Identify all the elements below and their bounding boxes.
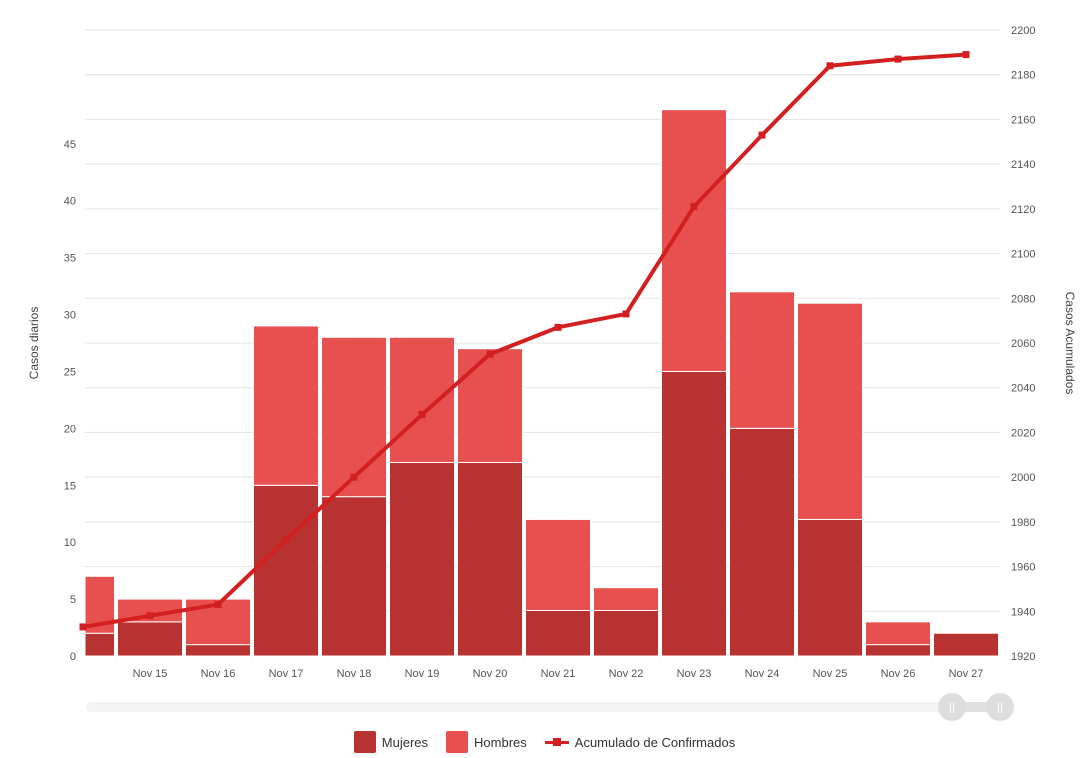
legend-label-acumulado: Acumulado de Confirmados	[574, 734, 736, 750]
cumulative-point	[826, 62, 834, 70]
x-tick-label: Nov 19	[405, 668, 440, 680]
cumulative-point	[282, 536, 290, 544]
left-tick-label: 30	[64, 310, 76, 322]
left-tick-label: 25	[64, 366, 76, 378]
left-tick-label: 40	[64, 196, 76, 208]
range-scroller-track[interactable]	[86, 702, 1000, 712]
right-tick-label: 1940	[1011, 606, 1035, 618]
legend-label-mujeres: Mujeres	[381, 734, 429, 750]
bar-mujeres	[865, 644, 931, 657]
bar-hombres	[729, 291, 795, 429]
legend-item-acumulado[interactable]: Acumulado de Confirmados	[544, 731, 736, 753]
cumulative-point	[214, 601, 222, 609]
x-tick-label: Nov 16	[201, 668, 236, 680]
x-tick-label: Nov 20	[473, 668, 508, 680]
left-tick-label: 10	[64, 537, 76, 549]
right-tick-label: 2160	[1011, 114, 1035, 126]
bar-hombres	[525, 518, 591, 611]
bar-mujeres	[525, 609, 591, 657]
cumulative-point	[146, 612, 154, 620]
left-tick-label: 35	[64, 253, 76, 265]
cumulative-point	[554, 323, 562, 331]
x-tick-label: Nov 15	[133, 668, 168, 680]
right-tick-label: 1980	[1011, 517, 1035, 529]
right-tick-label: 2000	[1011, 472, 1035, 484]
left-axis-ticks: 0 5 10 15 20 25 30 35 40 45	[64, 139, 76, 663]
x-axis-ticks: Nov 15 Nov 16 Nov 17 Nov 18 Nov 19 Nov 20 Nov …	[133, 668, 984, 680]
bar-hombres	[797, 302, 863, 520]
grid-lines	[85, 29, 1000, 657]
bar-mujeres	[457, 462, 523, 657]
range-scroller-thumb[interactable]	[952, 702, 1000, 712]
left-tick-label: 15	[64, 480, 76, 492]
cumulative-point	[962, 51, 970, 59]
left-tick-label: 0	[70, 651, 76, 663]
bar-mujeres	[117, 621, 183, 657]
bar-hombres	[865, 621, 931, 646]
bar-mujeres	[729, 427, 795, 657]
right-tick-label: 2100	[1011, 249, 1035, 261]
bar-hombres	[321, 336, 387, 498]
cumulative-point	[418, 411, 426, 419]
right-axis-ticks: 1920 1940 1960 1980 2000 2020 2040 2060 2080 2100…	[1011, 25, 1035, 663]
legend-label-hombres: Hombres	[474, 734, 527, 750]
bar-hombres	[457, 348, 523, 464]
x-tick-label: Nov 27	[949, 668, 984, 680]
right-tick-label: 2080	[1011, 293, 1035, 305]
right-axis-title: Casos Acumulados	[1063, 292, 1077, 395]
range-right-handle-icon[interactable]: ||	[986, 693, 1014, 721]
bar-mujeres	[661, 370, 727, 657]
right-tick-label: 2180	[1011, 70, 1035, 82]
right-tick-label: 2120	[1011, 204, 1035, 216]
x-tick-label: Nov 21	[541, 668, 576, 680]
bar-mujeres	[797, 518, 863, 657]
bars-layer	[84, 109, 999, 657]
right-tick-label: 2040	[1011, 383, 1035, 395]
x-tick-label: Nov 26	[881, 668, 916, 680]
x-tick-label: Nov 18	[337, 668, 372, 680]
right-tick-label: 2060	[1011, 338, 1035, 350]
left-axis-title: Casos diarios	[27, 307, 41, 380]
x-tick-label: Nov 25	[813, 668, 848, 680]
cumulative-point	[350, 473, 358, 481]
bar-hombres	[389, 336, 455, 464]
right-tick-label: 2140	[1011, 159, 1035, 171]
x-tick-label: Nov 24	[745, 668, 780, 680]
legend-item-mujeres[interactable]: Mujeres	[353, 731, 429, 753]
cumulative-point	[79, 623, 87, 631]
bar-mujeres	[253, 484, 319, 657]
x-tick-label: Nov 23	[677, 668, 712, 680]
bar-hombres	[593, 587, 659, 611]
cumulative-point	[690, 203, 698, 211]
cumulative-point	[486, 350, 494, 358]
left-tick-label: 20	[64, 423, 76, 435]
hombres-swatch-icon	[446, 731, 469, 753]
cumulative-point	[894, 55, 902, 63]
right-tick-label: 2020	[1011, 427, 1035, 439]
bar-mujeres	[593, 609, 659, 657]
cumulative-line-layer	[79, 51, 970, 631]
legend: Mujeres Hombres Acumulado de Confirmados	[0, 728, 1089, 756]
line-swatch-icon	[544, 731, 569, 753]
cumulative-point	[758, 131, 766, 139]
mujeres-swatch-icon	[353, 731, 376, 753]
cumulative-line	[82, 52, 967, 629]
bar-mujeres	[321, 496, 387, 657]
combo-chart: 0 5 10 15 20 25 30 35 40 45 1920 1940 1960 1980 2000 2…	[27, 25, 1077, 680]
right-tick-label: 2200	[1011, 25, 1035, 37]
bar-mujeres	[933, 632, 999, 657]
bar-mujeres	[185, 644, 251, 657]
right-tick-label: 1960	[1011, 562, 1035, 574]
right-tick-label: 1920	[1011, 651, 1035, 663]
range-left-handle-icon[interactable]: ||	[938, 693, 966, 721]
bar-mujeres	[84, 632, 115, 657]
x-tick-label: Nov 17	[269, 668, 304, 680]
bar-hombres	[253, 325, 319, 486]
left-tick-label: 5	[70, 594, 76, 606]
x-tick-label: Nov 22	[609, 668, 644, 680]
cumulative-point	[622, 310, 630, 318]
legend-item-hombres[interactable]: Hombres	[446, 731, 527, 753]
left-tick-label: 45	[64, 139, 76, 151]
bar-mujeres	[389, 462, 455, 657]
